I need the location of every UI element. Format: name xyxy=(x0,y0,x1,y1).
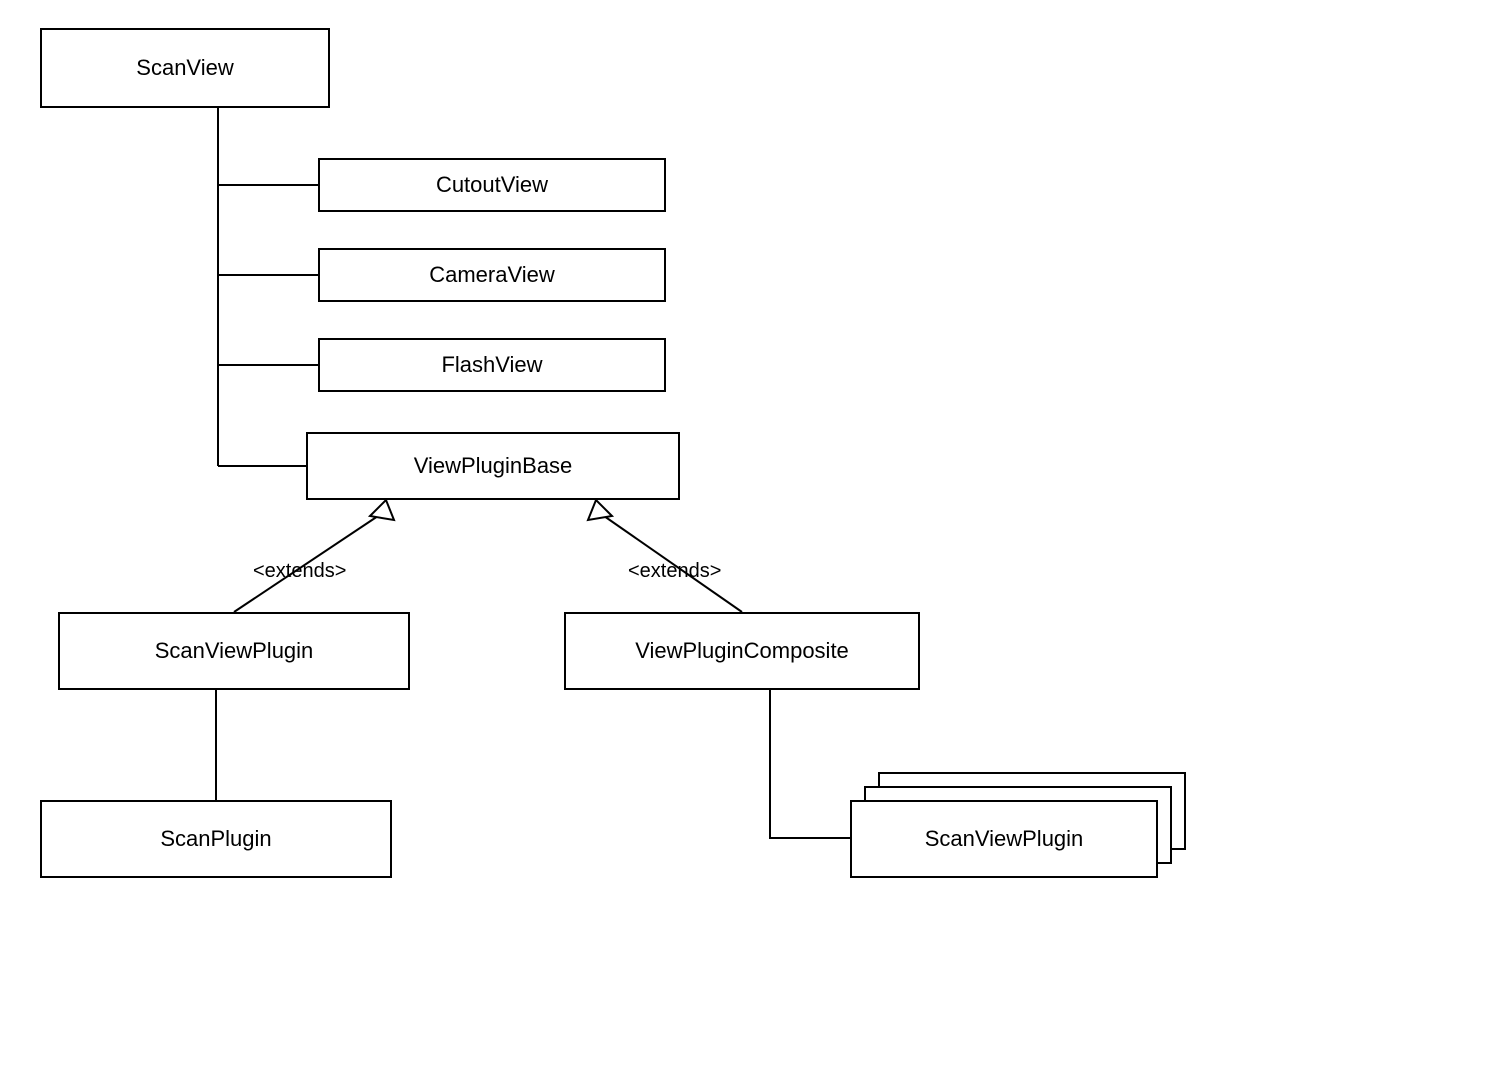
node-viewpluginbase: ViewPluginBase xyxy=(306,432,680,500)
node-label: CameraView xyxy=(429,262,555,288)
extends-label-right: <extends> xyxy=(628,560,721,583)
node-label: CutoutView xyxy=(436,172,548,198)
node-label: ScanViewPlugin xyxy=(155,638,314,664)
node-cutoutview: CutoutView xyxy=(318,158,666,212)
node-label: FlashView xyxy=(441,352,542,378)
node-cameraview: CameraView xyxy=(318,248,666,302)
diagram-connectors xyxy=(0,0,1502,1066)
node-label: ViewPluginComposite xyxy=(635,638,849,664)
extends-label-left: <extends> xyxy=(253,560,346,583)
node-label: ScanView xyxy=(136,55,233,81)
node-scanplugin: ScanPlugin xyxy=(40,800,392,878)
node-scanviewplugin-stack-front: ScanViewPlugin xyxy=(850,800,1158,878)
node-flashview: FlashView xyxy=(318,338,666,392)
node-label: ViewPluginBase xyxy=(414,453,573,479)
node-label: ScanViewPlugin xyxy=(925,826,1084,852)
node-viewplugincomposite: ViewPluginComposite xyxy=(564,612,920,690)
node-scanviewplugin: ScanViewPlugin xyxy=(58,612,410,690)
node-label: ScanPlugin xyxy=(160,826,271,852)
node-scanview: ScanView xyxy=(40,28,330,108)
